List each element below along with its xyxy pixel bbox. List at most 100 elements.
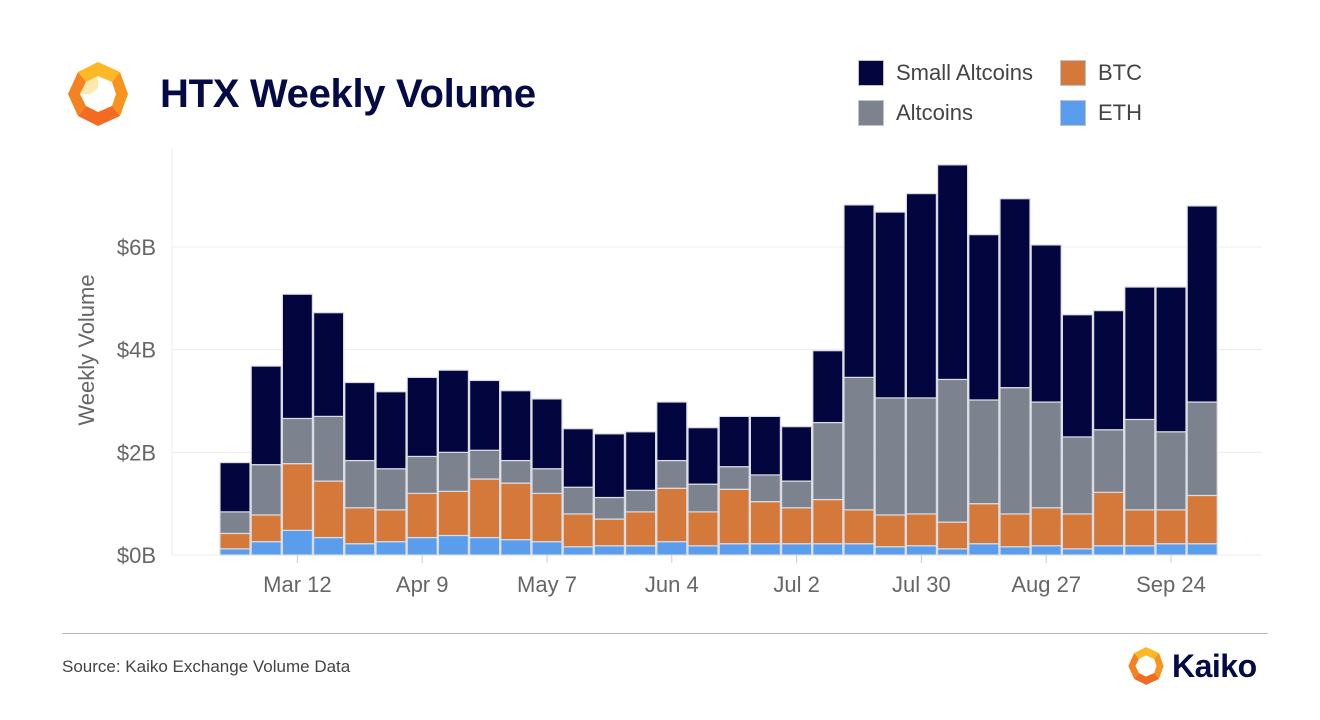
bar-segment-small-altcoins xyxy=(1061,314,1094,438)
bar-segment-small-altcoins xyxy=(999,198,1031,389)
bar-segment-eth xyxy=(375,541,407,556)
bar-segment-eth xyxy=(812,543,844,556)
bar-segment-eth xyxy=(593,545,626,556)
bar-segment-altcoins xyxy=(812,421,844,501)
bar-segment-altcoins xyxy=(780,480,813,509)
bar-segment-eth xyxy=(219,548,251,556)
x-tick-label: Aug 27 xyxy=(1011,572,1081,597)
bar-segment-eth xyxy=(687,545,719,556)
bar-segment-eth xyxy=(1124,545,1156,556)
bar-segment-btc xyxy=(718,488,750,545)
bar-segment-small-altcoins xyxy=(375,391,407,470)
bar-segment-btc xyxy=(500,482,532,541)
legend-item-eth: ETH xyxy=(1060,100,1142,126)
bar-segment-altcoins xyxy=(1155,431,1187,511)
bar-segment-altcoins xyxy=(936,378,969,523)
bar-segment-small-altcoins xyxy=(905,193,938,399)
bar-segment-altcoins xyxy=(313,415,345,482)
y-tick-label: $2B xyxy=(117,440,156,465)
bar-segment-small-altcoins xyxy=(1186,205,1218,403)
bar-segment-btc xyxy=(1030,507,1062,547)
bar-segment-eth xyxy=(624,545,657,556)
bar-segment-altcoins xyxy=(593,496,626,520)
bar-segment-altcoins xyxy=(219,511,251,535)
legend-swatch-altcoins xyxy=(858,100,884,126)
bar-segment-small-altcoins xyxy=(1030,244,1062,403)
bar-segment-small-altcoins xyxy=(968,234,1000,401)
legend-label-btc: BTC xyxy=(1098,60,1142,85)
bar-segment-btc xyxy=(313,480,345,539)
legend-item-altcoins: Altcoins xyxy=(858,100,973,126)
legend-item-small-altcoins: Small Altcoins xyxy=(858,60,1033,86)
x-tick-label: May 7 xyxy=(517,572,577,597)
bar-segment-altcoins xyxy=(718,466,750,490)
bar-segment-btc xyxy=(562,513,594,548)
bar-segment-altcoins xyxy=(1061,436,1094,515)
y-axis: $0B $2B $4B $6B xyxy=(117,235,156,568)
bar-segment-small-altcoins xyxy=(1155,286,1187,433)
bar-segment-small-altcoins xyxy=(250,365,282,466)
bar-segment-btc xyxy=(780,507,813,545)
bar-segment-btc xyxy=(749,501,782,545)
bar-segment-eth xyxy=(999,546,1031,556)
bar-segment-altcoins xyxy=(1186,401,1218,497)
bar-segment-altcoins xyxy=(749,474,782,503)
bar-segment-btc xyxy=(437,490,469,537)
bar-segment-btc xyxy=(999,513,1031,548)
bar-segment-small-altcoins xyxy=(313,312,345,418)
bar-segment-btc xyxy=(593,518,626,547)
bar-segment-altcoins xyxy=(656,459,688,489)
legend-label-eth: ETH xyxy=(1098,100,1142,125)
bar-segment-altcoins xyxy=(531,468,563,495)
bar-segment-eth xyxy=(718,543,750,556)
footer-divider xyxy=(62,633,1268,634)
bar-segment-eth xyxy=(905,545,938,556)
bar-segment-altcoins xyxy=(344,459,376,509)
bar-segment-small-altcoins xyxy=(281,293,313,420)
bar-segment-eth xyxy=(500,538,532,556)
bar-segment-btc xyxy=(375,509,407,543)
bar-segment-small-altcoins xyxy=(687,427,719,485)
bar-segment-altcoins xyxy=(1030,401,1062,509)
bar-segment-eth xyxy=(936,548,969,556)
bar-segment-eth xyxy=(562,546,594,556)
x-axis: Mar 12 Apr 9 May 7 Jun 4 Jul 2 Jul 30 Aug 27 Se… xyxy=(263,555,1206,597)
kaiko-logo-icon xyxy=(1128,647,1164,685)
legend-swatch-btc xyxy=(1060,60,1086,86)
bar-segment-btc xyxy=(1124,509,1156,547)
bar-segment-eth xyxy=(1061,548,1094,556)
bar-segment-eth xyxy=(874,546,906,556)
x-tick-label: Mar 12 xyxy=(263,572,331,597)
bar-segment-small-altcoins xyxy=(1124,286,1156,421)
y-tick-label: $6B xyxy=(117,235,156,260)
bar-segment-altcoins xyxy=(968,399,1000,505)
bar-segment-eth xyxy=(437,534,469,556)
bar-segment-altcoins xyxy=(406,455,438,495)
legend-label-altcoins: Altcoins xyxy=(896,100,974,125)
y-axis-label: Weekly Volume xyxy=(74,274,99,425)
bar-segment-small-altcoins xyxy=(437,369,469,453)
legend-item-btc: BTC xyxy=(1060,60,1142,86)
legend-swatch-small-altcoins xyxy=(858,60,884,86)
bar-segment-small-altcoins xyxy=(656,401,688,462)
bar-segment-altcoins xyxy=(843,376,875,511)
bar-segment-small-altcoins xyxy=(531,398,563,470)
bar-segment-small-altcoins xyxy=(593,433,626,499)
bar-segment-small-altcoins xyxy=(500,390,532,462)
bar-segment-btc xyxy=(624,511,657,547)
bar-segment-small-altcoins xyxy=(624,431,657,491)
x-tick-label: Jul 2 xyxy=(773,572,819,597)
bar-segment-eth xyxy=(1092,545,1125,556)
kaiko-logo-icon xyxy=(68,62,128,126)
bar-segment-eth xyxy=(469,536,501,556)
bar-segment-altcoins xyxy=(999,387,1031,515)
bar-segment-eth xyxy=(749,543,782,556)
bar-segment-small-altcoins xyxy=(406,376,438,458)
bar-segment-eth xyxy=(344,543,376,556)
bar-segment-altcoins xyxy=(437,451,469,492)
bar-segment-small-altcoins xyxy=(562,428,594,488)
bar-segment-btc xyxy=(843,509,875,545)
source-note: Source: Kaiko Exchange Volume Data xyxy=(62,657,351,676)
y-tick-label: $0B xyxy=(117,543,156,568)
